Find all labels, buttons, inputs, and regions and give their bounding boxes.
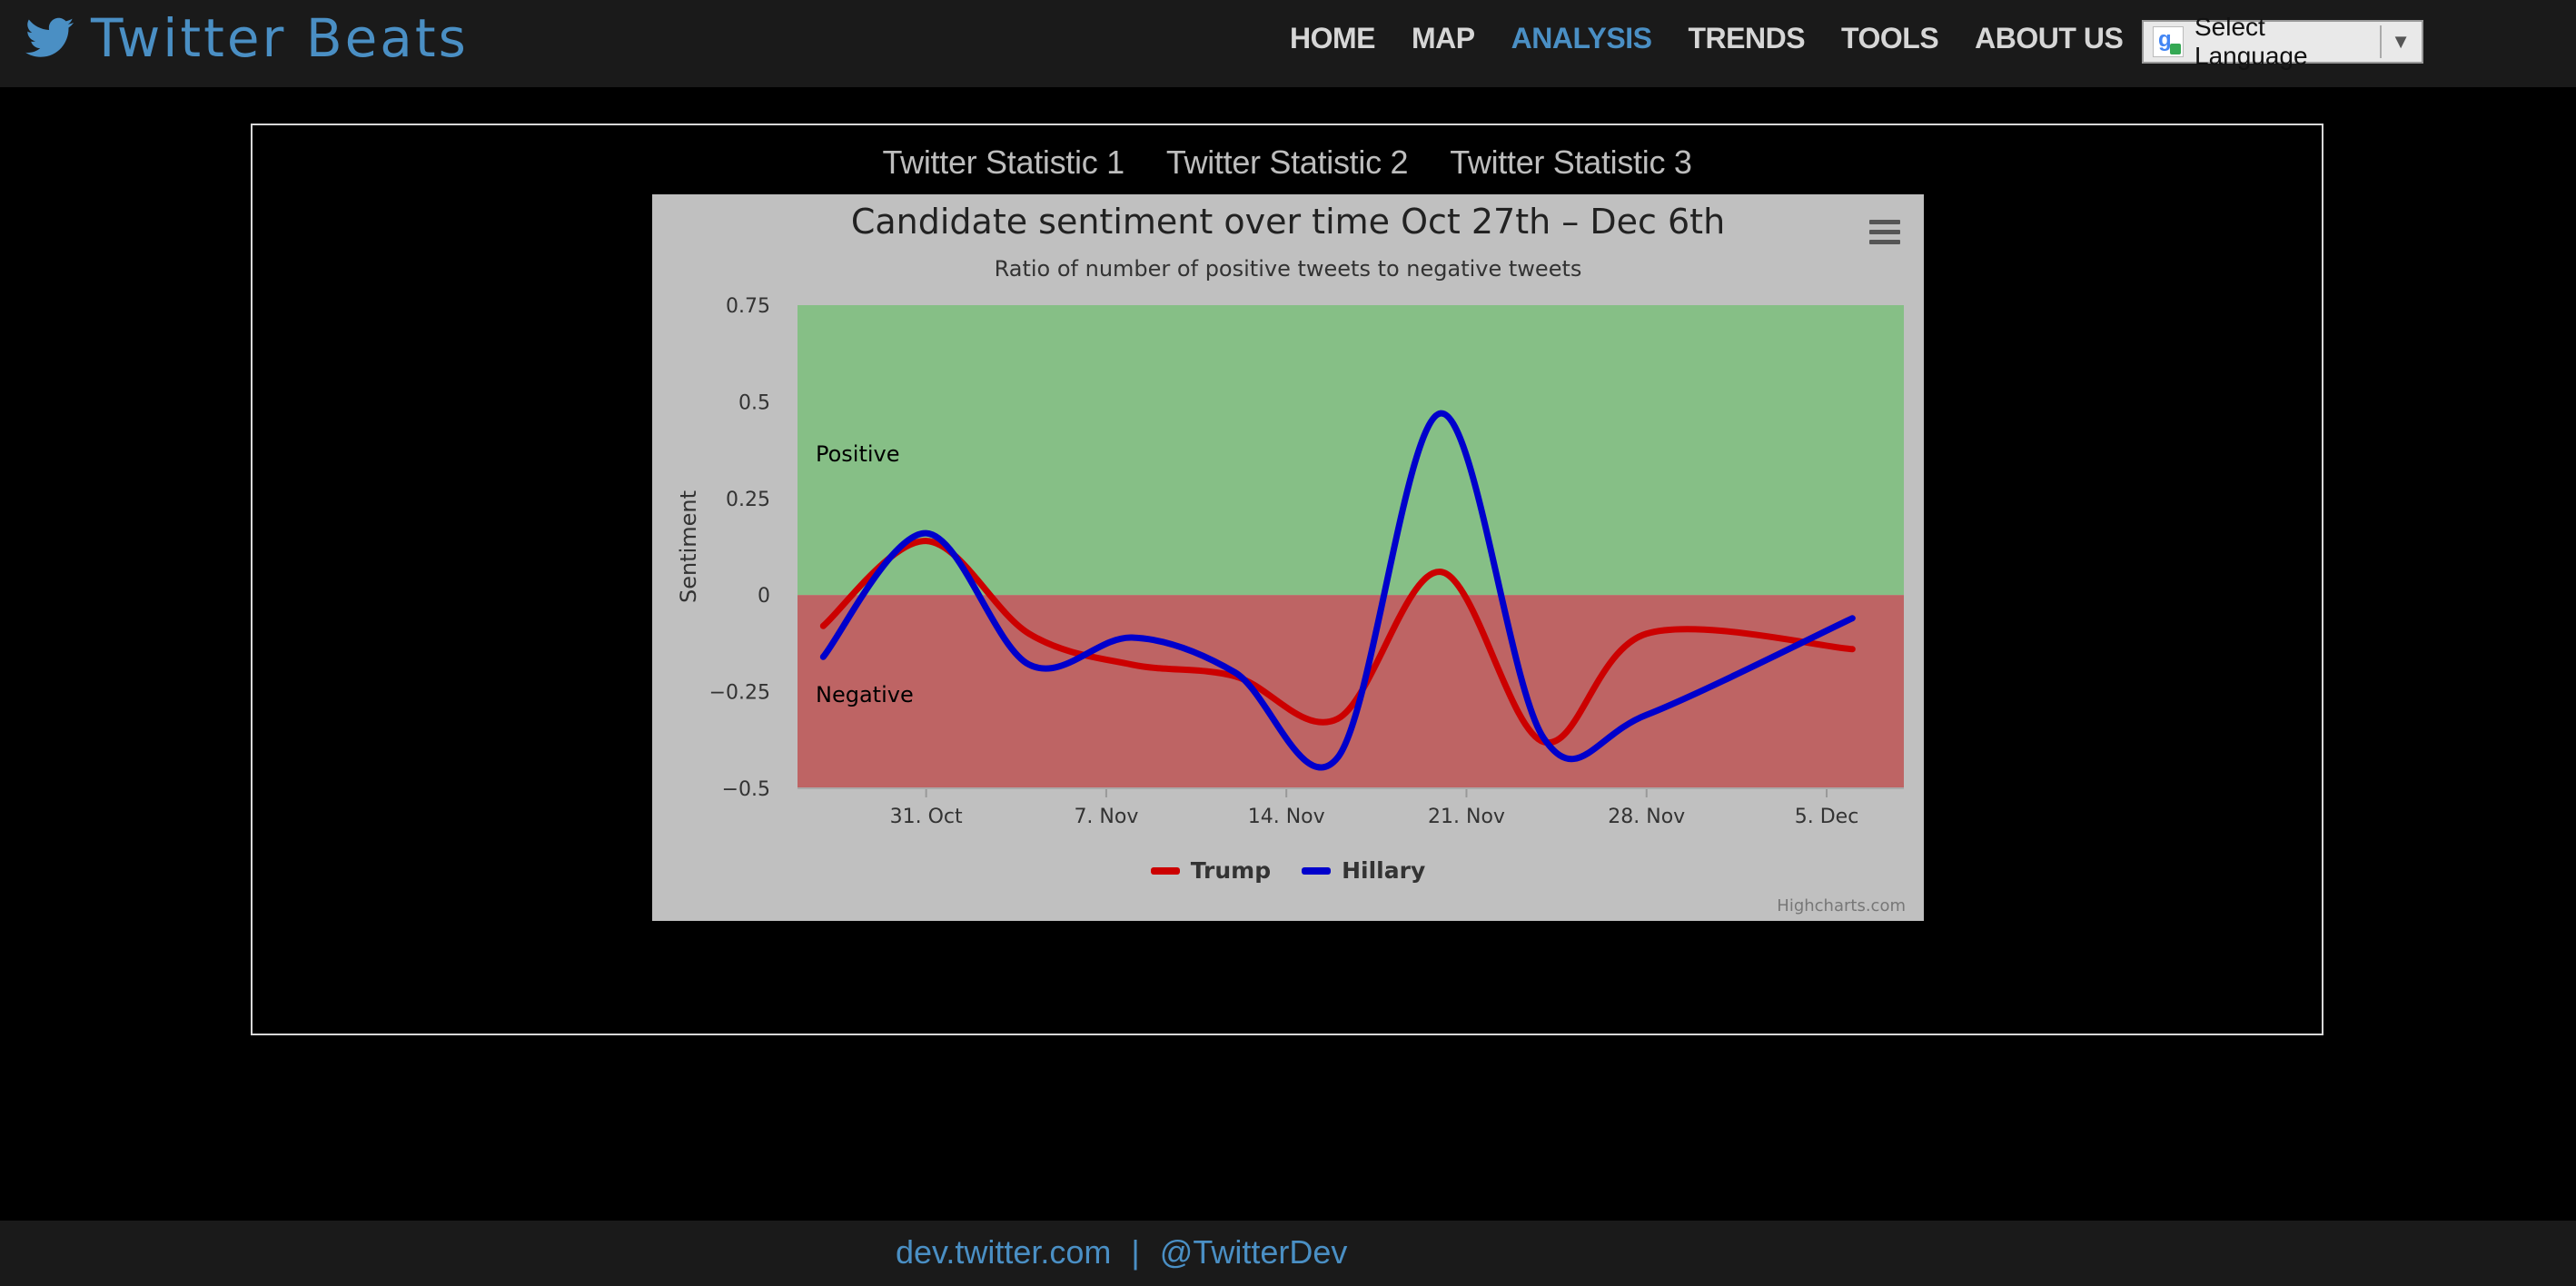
nav-about-us[interactable]: ABOUT US	[1975, 21, 2124, 54]
x-tick-label: 14. Nov	[1248, 806, 1325, 828]
series-line-trump	[819, 538, 1856, 747]
legend-item-trump[interactable]: Trump	[1150, 857, 1272, 884]
y-tick-label: −0.5	[722, 778, 770, 801]
y-tick-label: 0.5	[738, 391, 770, 414]
legend-item-hillary[interactable]: Hillary	[1302, 857, 1425, 884]
y-tick-label: 0	[758, 585, 770, 608]
statistic-tabs: Twitter Statistic 1 Twitter Statistic 2 …	[253, 143, 2322, 182]
twitterdev-link[interactable]: @TwitterDev	[1159, 1233, 1348, 1271]
footer-links: dev.twitter.com | @TwitterDev	[896, 1233, 1347, 1271]
top-navbar: Twitter Beats HOME MAP ANALYSIS TRENDS T…	[0, 0, 2576, 87]
series-line-hillary	[819, 410, 1856, 771]
tab-statistic-2[interactable]: Twitter Statistic 2	[1165, 143, 1409, 181]
x-tick-label: 28. Nov	[1608, 806, 1685, 828]
band-label-negative: Negative	[816, 682, 914, 707]
twitter-bird-icon	[25, 17, 74, 57]
chart-title: Candidate sentiment over time Oct 27th –…	[850, 202, 1726, 242]
hamburger-menu-icon[interactable]	[1869, 220, 1900, 247]
tab-statistic-3[interactable]: Twitter Statistic 3	[1450, 143, 1692, 181]
language-select-divider	[2380, 25, 2383, 58]
y-axis-title: Sentiment	[676, 490, 701, 603]
plot-band-negative	[798, 595, 1904, 788]
band-label-positive: Positive	[816, 441, 900, 467]
analysis-panel: Twitter Statistic 1 Twitter Statistic 2 …	[251, 124, 2323, 1035]
y-tick-label: −0.25	[709, 682, 770, 705]
main-nav: HOME MAP ANALYSIS TRENDS TOOLS ABOUT US	[1290, 16, 2159, 60]
highcharts-credits-link[interactable]: Highcharts.com	[1777, 896, 1906, 915]
x-tick-label: 5. Dec	[1795, 806, 1859, 828]
y-tick-label: 0.75	[726, 295, 770, 318]
chart-canvas: Positive Negative 0.75 0.5 0.25 0 −0.25 −0.5 Sen…	[676, 295, 1904, 828]
nav-home[interactable]: HOME	[1290, 21, 1376, 54]
nav-trends[interactable]: TRENDS	[1688, 21, 1806, 54]
language-select[interactable]: g Select Language ▼	[2142, 13, 2423, 70]
legend-swatch-trump	[1150, 866, 1180, 875]
plot-band-positive	[798, 305, 1904, 596]
tab-statistic-1[interactable]: Twitter Statistic 1	[882, 143, 1125, 181]
x-tick-label: 21. Nov	[1428, 806, 1505, 828]
x-tick-label: 31. Oct	[890, 806, 963, 828]
chart-legend: Trump Hillary	[652, 857, 1924, 884]
nav-map[interactable]: MAP	[1412, 21, 1475, 54]
chart-subtitle: Ratio of number of positive tweets to ne…	[994, 256, 1582, 282]
brand-logo-link[interactable]: Twitter Beats	[25, 5, 469, 71]
dev-twitter-link[interactable]: dev.twitter.com	[896, 1233, 1112, 1271]
footer: dev.twitter.com | @TwitterDev	[0, 1221, 2576, 1286]
footer-separator: |	[1131, 1233, 1140, 1271]
legend-swatch-hillary	[1302, 866, 1332, 875]
brand-name: Twitter Beats	[91, 7, 469, 69]
y-tick-label: 0.25	[726, 489, 770, 511]
dropdown-arrow-icon: ▼	[2391, 30, 2411, 53]
language-select-label: Select Language	[2195, 13, 2308, 70]
google-translate-icon: g	[2153, 26, 2184, 57]
legend-label-trump: Trump	[1190, 857, 1272, 884]
x-tick-label: 7. Nov	[1074, 806, 1138, 828]
nav-tools[interactable]: TOOLS	[1841, 21, 1939, 54]
sentiment-chart: Positive Negative 0.75 0.5 0.25 0 −0.25 −0.5 Sen…	[652, 194, 1924, 921]
legend-label-hillary: Hillary	[1342, 857, 1426, 884]
nav-analysis[interactable]: ANALYSIS	[1511, 21, 1652, 54]
